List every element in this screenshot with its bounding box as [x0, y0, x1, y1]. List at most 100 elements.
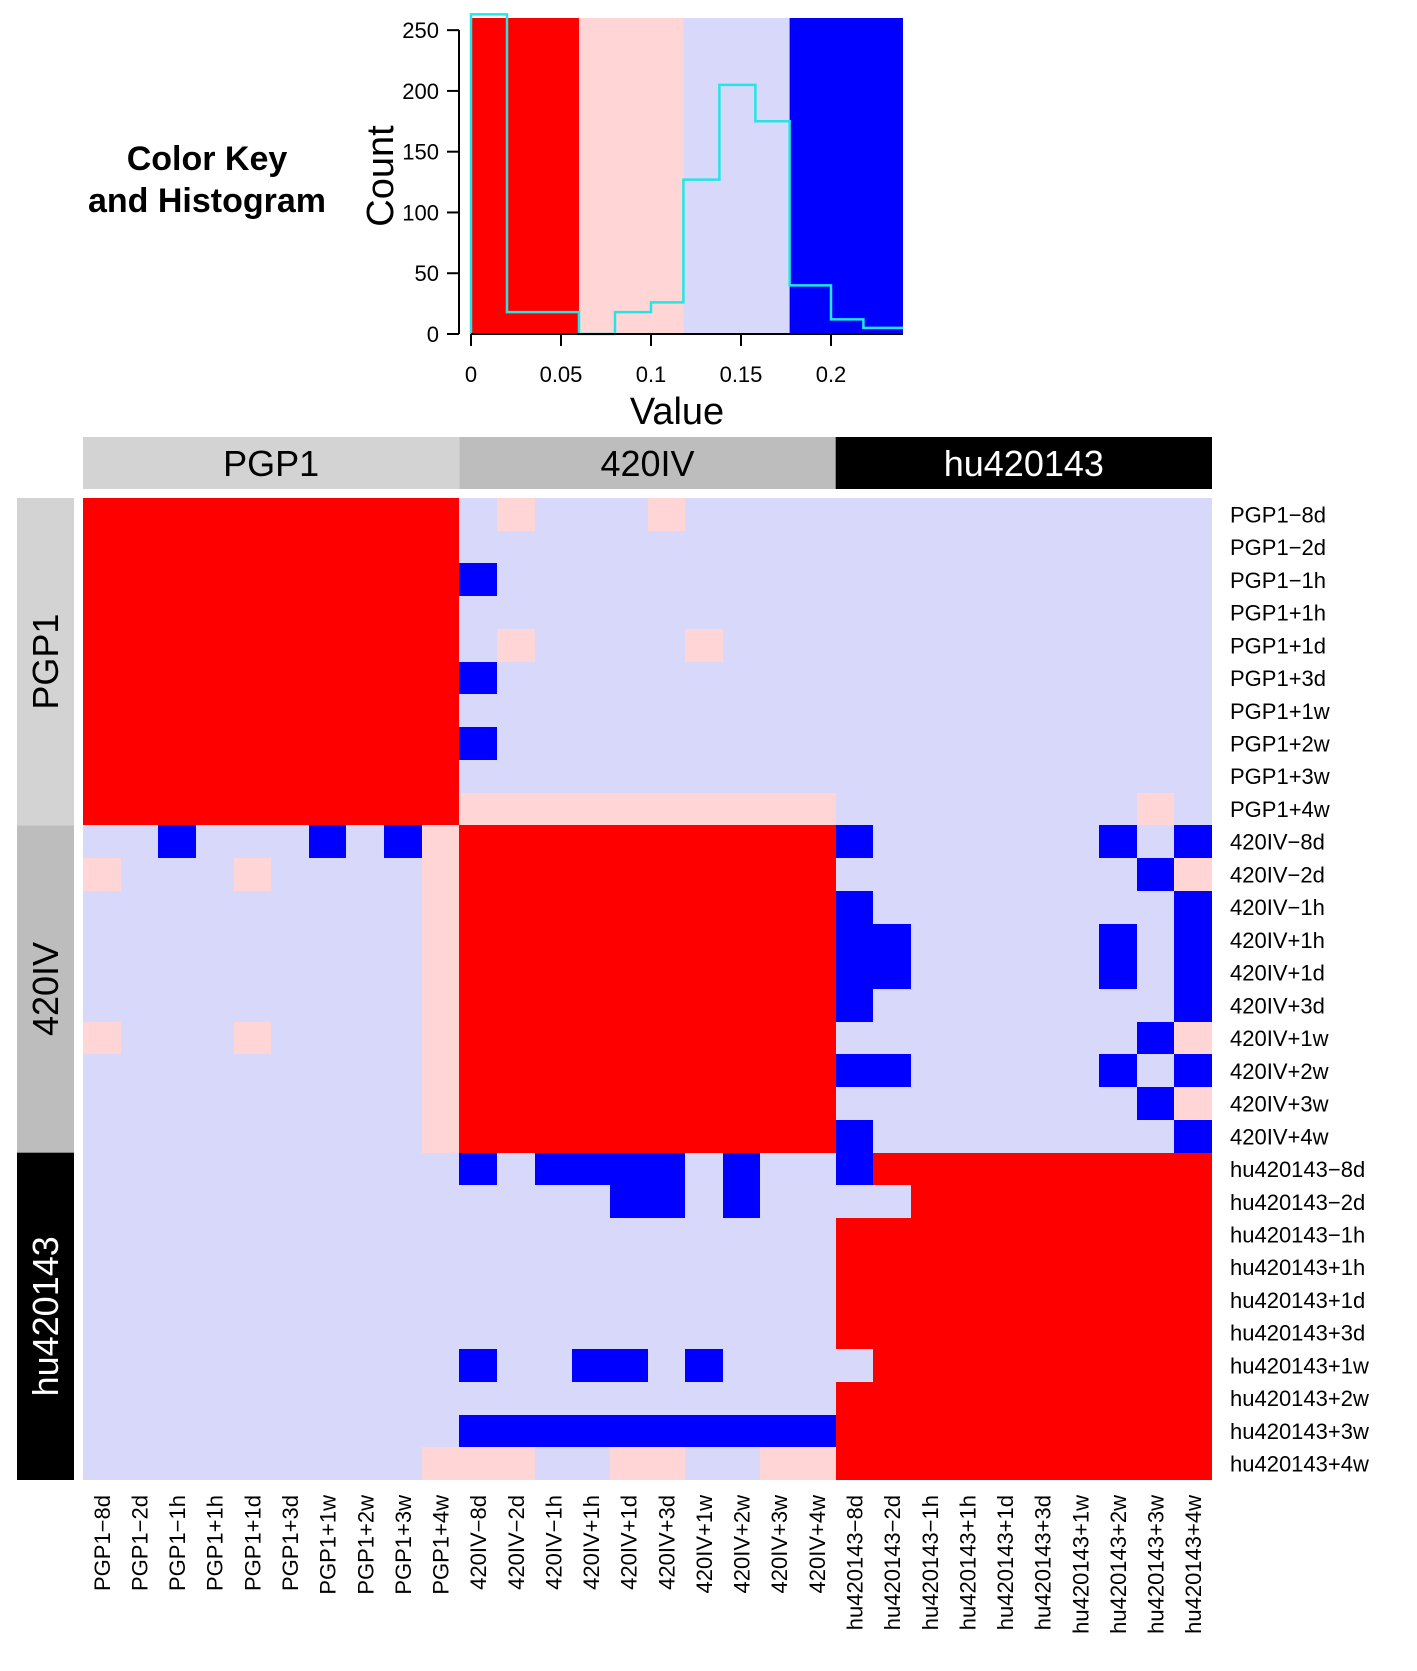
- heatmap-cell: [1174, 1120, 1212, 1153]
- heatmap-cell: [309, 1415, 346, 1447]
- heatmap-cell: [497, 1382, 535, 1415]
- heatmap-cell: [346, 760, 384, 793]
- x-tick-label: 0.15: [720, 362, 763, 387]
- heatmap-cell: [1174, 1447, 1212, 1480]
- heatmap-cell: [196, 1284, 234, 1316]
- heatmap-cell: [497, 563, 535, 596]
- heatmap-cell: [535, 891, 572, 924]
- heatmap-cell: [1061, 1316, 1099, 1349]
- heatmap-cell: [1024, 563, 1061, 596]
- heatmap-cell: [1024, 825, 1061, 858]
- heatmap-cell: [1174, 825, 1212, 858]
- heatmap-cell: [798, 891, 836, 924]
- heatmap-cell: [234, 1251, 271, 1284]
- heatmap-cell: [83, 1447, 121, 1480]
- heatmap-cell: [422, 1153, 459, 1185]
- heatmap-cell: [309, 891, 346, 924]
- heatmap-cell: [196, 727, 234, 760]
- heatmap-cell: [911, 596, 949, 629]
- heatmap-cell: [798, 1316, 836, 1349]
- x-tick-label: 0.05: [540, 362, 583, 387]
- heatmap-cell: [836, 1185, 873, 1218]
- heatmap-cell: [158, 629, 196, 662]
- heatmap-cell: [685, 1284, 723, 1316]
- heatmap-cell: [158, 1284, 196, 1316]
- heatmap-cell: [949, 596, 986, 629]
- heatmap-cell: [572, 891, 610, 924]
- heatmap-cell: [121, 891, 158, 924]
- heatmap-cell: [610, 694, 648, 727]
- heatmap-cell: [798, 1415, 836, 1447]
- heatmap-cell: [572, 563, 610, 596]
- heatmap-cell: [83, 498, 121, 531]
- heatmap-cell: [83, 1185, 121, 1218]
- heatmap-cell: [723, 858, 760, 891]
- heatmap-cell: [234, 629, 271, 662]
- heatmap-cell: [1174, 662, 1212, 694]
- heatmap-cell: [685, 924, 723, 956]
- heatmap-cell: [497, 760, 535, 793]
- heatmap-cell: [1137, 629, 1174, 662]
- heatmap-cell: [1137, 891, 1174, 924]
- heatmap-cell: [610, 563, 648, 596]
- heatmap-cell: [949, 1382, 986, 1415]
- heatmap-cell: [798, 956, 836, 989]
- heatmap-cell: [798, 596, 836, 629]
- heatmap-cell: [1024, 989, 1061, 1022]
- column-label: hu420143−8d: [842, 1495, 867, 1630]
- heatmap-cell: [986, 924, 1024, 956]
- heatmap-cell: [535, 760, 572, 793]
- x-tick-label: 0: [465, 362, 477, 387]
- heatmap-cell: [158, 760, 196, 793]
- heatmap-cell: [836, 760, 873, 793]
- heatmap-cell: [83, 760, 121, 793]
- heatmap-cell: [271, 498, 309, 531]
- heatmap-cell: [1024, 662, 1061, 694]
- heatmap-cell: [873, 1054, 911, 1087]
- heatmap-cell: [309, 760, 346, 793]
- heatmap-cell: [1174, 793, 1212, 825]
- row-label: hu420143−1h: [1230, 1223, 1365, 1248]
- heatmap-cells: [83, 498, 1212, 1480]
- color-key-band-1: [579, 18, 684, 334]
- heatmap-cell: [384, 1054, 422, 1087]
- heatmap-cell: [685, 956, 723, 989]
- heatmap-cell: [610, 1022, 648, 1054]
- heatmap-cell: [271, 924, 309, 956]
- heatmap-cell: [309, 1054, 346, 1087]
- heatmap-cell: [121, 1153, 158, 1185]
- heatmap-cell: [572, 924, 610, 956]
- heatmap-cell: [610, 629, 648, 662]
- heatmap-cell: [535, 694, 572, 727]
- heatmap-cell: [760, 727, 798, 760]
- heatmap-cell: [1061, 727, 1099, 760]
- row-label: 420IV+1h: [1230, 928, 1325, 953]
- column-label: 420IV+3d: [654, 1495, 679, 1590]
- heatmap-cell: [422, 858, 459, 891]
- heatmap-cell: [83, 1218, 121, 1251]
- heatmap-cell: [346, 1415, 384, 1447]
- heatmap-cell: [1137, 793, 1174, 825]
- heatmap-cell: [1024, 727, 1061, 760]
- heatmap-cell: [459, 891, 497, 924]
- column-label: hu420143−2d: [880, 1495, 905, 1630]
- heatmap-cell: [572, 1185, 610, 1218]
- heatmap-cell: [723, 989, 760, 1022]
- heatmap-cell: [836, 563, 873, 596]
- heatmap-cell: [723, 1054, 760, 1087]
- heatmap-cell: [610, 1120, 648, 1153]
- heatmap-cell: [685, 1120, 723, 1153]
- heatmap-cell: [1099, 858, 1137, 891]
- heatmap-cell: [121, 1316, 158, 1349]
- heatmap-cell: [121, 1087, 158, 1120]
- heatmap-cell: [986, 891, 1024, 924]
- heatmap-cell: [309, 662, 346, 694]
- heatmap-cell: [610, 1349, 648, 1382]
- heatmap-cell: [610, 891, 648, 924]
- heatmap-cell: [422, 891, 459, 924]
- heatmap-cell: [271, 1153, 309, 1185]
- heatmap-cell: [1061, 662, 1099, 694]
- heatmap-cell: [798, 563, 836, 596]
- heatmap-cell: [685, 891, 723, 924]
- column-group-label: PGP1: [223, 443, 319, 484]
